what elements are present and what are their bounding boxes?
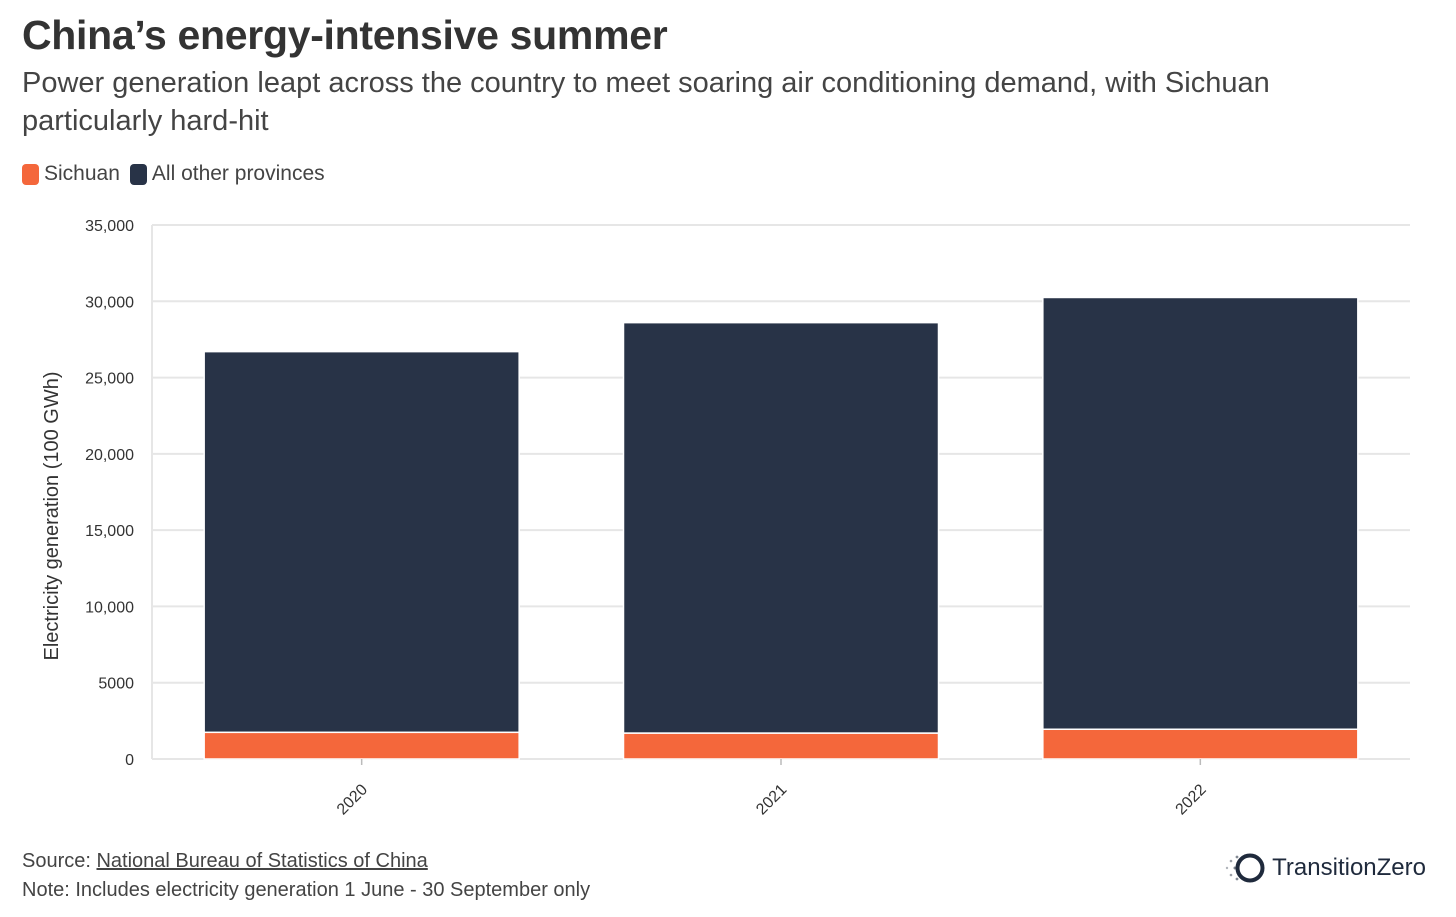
bar-all-other-provinces-2021: [622, 321, 940, 734]
transitionzero-ring-icon: [1225, 853, 1265, 883]
bar-all-other-provinces-2020: [203, 350, 520, 734]
legend-label-other-provinces: All other provinces: [151, 162, 325, 185]
footer: Source: National Bureau of Statistics of…: [22, 847, 590, 905]
y-tick-label-35000: 35,000: [85, 218, 134, 235]
y-tick-label-10000: 10,000: [85, 599, 134, 616]
bar-sichuan-2022: [1042, 728, 1359, 760]
y-tick-label-0: 0: [125, 752, 134, 769]
y-tick-label-20000: 20,000: [85, 447, 134, 464]
source-line: Source: National Bureau of Statistics of…: [22, 847, 590, 876]
x-tick-label-2020: 2020: [334, 781, 371, 818]
footnote: Note: Includes electricity generation 1 …: [22, 879, 591, 901]
brand-logo: TransitionZero: [1224, 851, 1426, 885]
legend-swatch-sichuan: [22, 163, 39, 185]
legend-label-sichuan: Sichuan: [44, 162, 120, 185]
legend-swatch-other-provinces: [129, 163, 147, 185]
chart-title: China’s energy-intensive summer: [22, 12, 668, 58]
legend-item-other-provinces[interactable]: All other provinces: [129, 162, 325, 186]
y-tick-label-5000: 5000: [98, 676, 134, 693]
y-axis-title: Electricity generation (100 GWh): [41, 371, 63, 660]
bar-sichuan-2020: [203, 731, 520, 760]
x-tick-label-2022: 2022: [1173, 781, 1210, 818]
source-link[interactable]: National Bureau of Statistics of China: [96, 850, 428, 872]
legend-item-sichuan[interactable]: Sichuan: [22, 162, 120, 186]
bar-all-other-provinces-2022: [1042, 296, 1359, 730]
source-prefix: Source:: [22, 850, 97, 872]
y-tick-label-15000: 15,000: [85, 523, 134, 540]
x-tick-label-2021: 2021: [753, 781, 790, 818]
logo-text: TransitionZero: [1272, 854, 1426, 881]
bar-sichuan-2021: [622, 732, 940, 760]
legend: Sichuan All other provinces: [22, 162, 335, 186]
y-tick-label-30000: 30,000: [85, 294, 134, 311]
chart-subtitle: Power generation leapt across the countr…: [22, 67, 1270, 137]
y-tick-label-25000: 25,000: [85, 371, 134, 388]
